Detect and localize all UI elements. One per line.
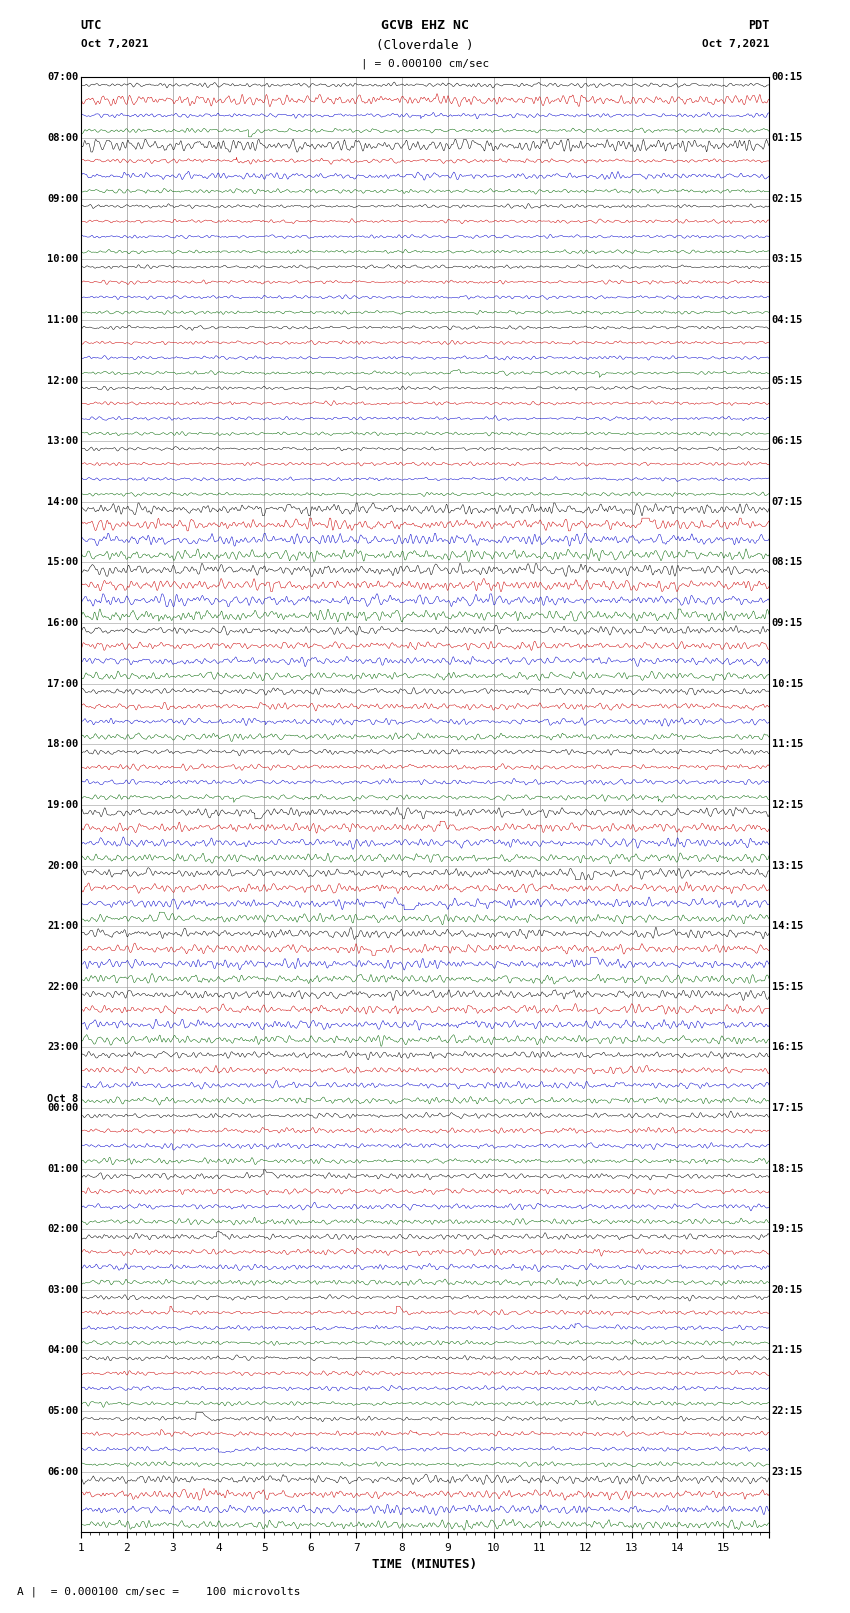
Text: 16:15: 16:15: [772, 1042, 803, 1052]
Text: 06:15: 06:15: [772, 436, 803, 447]
Text: A |  = 0.000100 cm/sec =    100 microvolts: A | = 0.000100 cm/sec = 100 microvolts: [17, 1586, 301, 1597]
Text: 03:15: 03:15: [772, 255, 803, 265]
Text: 10:00: 10:00: [47, 255, 78, 265]
Text: 07:00: 07:00: [47, 73, 78, 82]
Text: 22:15: 22:15: [772, 1407, 803, 1416]
X-axis label: TIME (MINUTES): TIME (MINUTES): [372, 1558, 478, 1571]
Text: 08:15: 08:15: [772, 558, 803, 568]
Text: 06:00: 06:00: [47, 1466, 78, 1478]
Text: 09:15: 09:15: [772, 618, 803, 627]
Text: 11:15: 11:15: [772, 739, 803, 750]
Text: 10:15: 10:15: [772, 679, 803, 689]
Text: 19:15: 19:15: [772, 1224, 803, 1234]
Text: 05:15: 05:15: [772, 376, 803, 386]
Text: 05:00: 05:00: [47, 1407, 78, 1416]
Text: 09:00: 09:00: [47, 194, 78, 203]
Text: 18:00: 18:00: [47, 739, 78, 750]
Text: Oct 7,2021: Oct 7,2021: [702, 39, 769, 48]
Text: 13:15: 13:15: [772, 860, 803, 871]
Text: 01:15: 01:15: [772, 132, 803, 144]
Text: 22:00: 22:00: [47, 982, 78, 992]
Text: 20:00: 20:00: [47, 860, 78, 871]
Text: 17:00: 17:00: [47, 679, 78, 689]
Text: 14:15: 14:15: [772, 921, 803, 931]
Text: 01:00: 01:00: [47, 1163, 78, 1174]
Text: Oct 7,2021: Oct 7,2021: [81, 39, 148, 48]
Text: PDT: PDT: [748, 19, 769, 32]
Text: 02:00: 02:00: [47, 1224, 78, 1234]
Text: 17:15: 17:15: [772, 1103, 803, 1113]
Text: | = 0.000100 cm/sec: | = 0.000100 cm/sec: [361, 58, 489, 69]
Text: (Cloverdale ): (Cloverdale ): [377, 39, 473, 52]
Text: 15:00: 15:00: [47, 558, 78, 568]
Text: 14:00: 14:00: [47, 497, 78, 506]
Text: 00:00: 00:00: [47, 1103, 78, 1113]
Text: 12:00: 12:00: [47, 376, 78, 386]
Text: 12:15: 12:15: [772, 800, 803, 810]
Text: 16:00: 16:00: [47, 618, 78, 627]
Text: 04:00: 04:00: [47, 1345, 78, 1355]
Text: 23:00: 23:00: [47, 1042, 78, 1052]
Text: 02:15: 02:15: [772, 194, 803, 203]
Text: Oct 8: Oct 8: [47, 1094, 78, 1103]
Text: 07:15: 07:15: [772, 497, 803, 506]
Text: 13:00: 13:00: [47, 436, 78, 447]
Text: 00:15: 00:15: [772, 73, 803, 82]
Text: 19:00: 19:00: [47, 800, 78, 810]
Text: GCVB EHZ NC: GCVB EHZ NC: [381, 19, 469, 32]
Text: 23:15: 23:15: [772, 1466, 803, 1478]
Text: 03:00: 03:00: [47, 1286, 78, 1295]
Text: UTC: UTC: [81, 19, 102, 32]
Text: 20:15: 20:15: [772, 1286, 803, 1295]
Text: 15:15: 15:15: [772, 982, 803, 992]
Text: 18:15: 18:15: [772, 1163, 803, 1174]
Text: 21:15: 21:15: [772, 1345, 803, 1355]
Text: 11:00: 11:00: [47, 315, 78, 324]
Text: 21:00: 21:00: [47, 921, 78, 931]
Text: 04:15: 04:15: [772, 315, 803, 324]
Text: 08:00: 08:00: [47, 132, 78, 144]
